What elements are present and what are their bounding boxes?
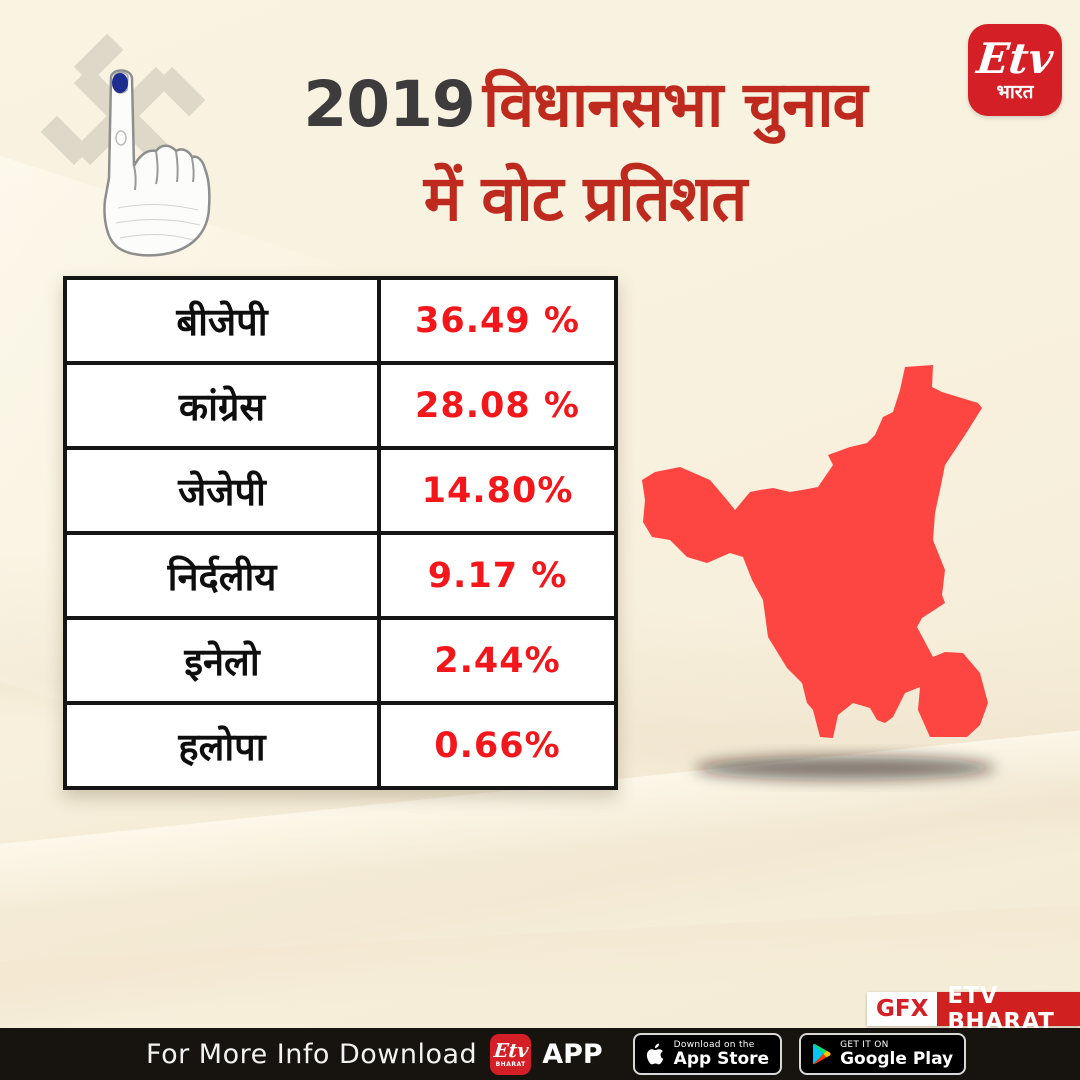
- gfx-label: GFX: [867, 992, 938, 1026]
- app-store-badge[interactable]: Download on the App Store: [632, 1033, 783, 1075]
- gfx-credit-badge: GFX ETV BHARAT: [867, 983, 1080, 1035]
- credit-brand-label: ETV BHARAT: [937, 983, 1080, 1035]
- party-name-cell: बीजेपी: [67, 280, 381, 361]
- party-name-cell: जेजेपी: [67, 450, 381, 531]
- app-store-tagline: Download on the: [673, 1040, 755, 1050]
- party-name-cell: इनेलो: [67, 620, 381, 701]
- ink-mark: [112, 73, 128, 93]
- vote-percentage-cell: 0.66%: [434, 725, 561, 766]
- title-line-2: में वोट प्रतिशत: [423, 162, 747, 235]
- table-row: हलोपा 0.66%: [67, 705, 614, 786]
- title-line-1: 2019 विधानसभा चुनाव: [180, 58, 990, 152]
- etv-logo-subtext: भारत: [996, 81, 1034, 103]
- table-row: इनेलो 2.44%: [67, 620, 614, 705]
- apple-icon: [646, 1043, 663, 1065]
- etv-logo-glyph: Etv: [974, 34, 1056, 83]
- voting-hand-illustration: [18, 18, 242, 262]
- google-play-badge[interactable]: GET IT ON Google Play: [799, 1033, 967, 1075]
- table-row: कांग्रेस 28.08 %: [67, 365, 614, 450]
- table-row: बीजेपी 36.49 %: [67, 280, 614, 365]
- haryana-state-shape: [642, 365, 988, 738]
- vote-percentage-cell: 36.49 %: [415, 300, 580, 341]
- etv-app-logo-glyph: Etv: [492, 1039, 529, 1062]
- map-shadow: [695, 756, 995, 780]
- party-name-cell: हलोपा: [67, 705, 381, 786]
- google-play-icon: [813, 1043, 831, 1065]
- google-play-tagline: GET IT ON: [840, 1040, 889, 1050]
- footer-bar: For More Info Download Etv BHARAT APP Do…: [0, 1028, 1080, 1080]
- page-title: 2019 विधानसभा चुनाव में वोट प्रतिशत: [180, 58, 990, 246]
- table-row: जेजेपी 14.80%: [67, 450, 614, 535]
- hand-sketch: [103, 69, 211, 257]
- party-name-cell: निर्दलीय: [67, 535, 381, 616]
- vote-percentage-cell: 28.08 %: [415, 385, 580, 426]
- vote-percentage-cell: 14.80%: [421, 470, 574, 511]
- title-year: 2019: [303, 68, 475, 141]
- vote-percentage-cell: 2.44%: [434, 640, 561, 681]
- etv-app-logo-subtext: BHARAT: [495, 1060, 526, 1068]
- vote-share-table: बीजेपी 36.49 % कांग्रेस 28.08 % जेजेपी 1…: [63, 276, 618, 790]
- etv-app-logo: Etv BHARAT: [490, 1033, 532, 1075]
- google-play-name: Google Play: [840, 1049, 954, 1069]
- app-store-name: App Store: [673, 1049, 770, 1069]
- app-label: APP: [542, 1038, 603, 1070]
- footer-info-text: For More Info Download: [146, 1038, 478, 1070]
- title-text: विधानसभा चुनाव: [482, 68, 868, 141]
- party-name-cell: कांग्रेस: [67, 365, 381, 446]
- vote-percentage-cell: 9.17 %: [427, 555, 568, 596]
- table-row: निर्दलीय 9.17 %: [67, 535, 614, 620]
- etv-bharat-logo: Etv भारत: [968, 24, 1062, 116]
- haryana-map: [620, 340, 1060, 800]
